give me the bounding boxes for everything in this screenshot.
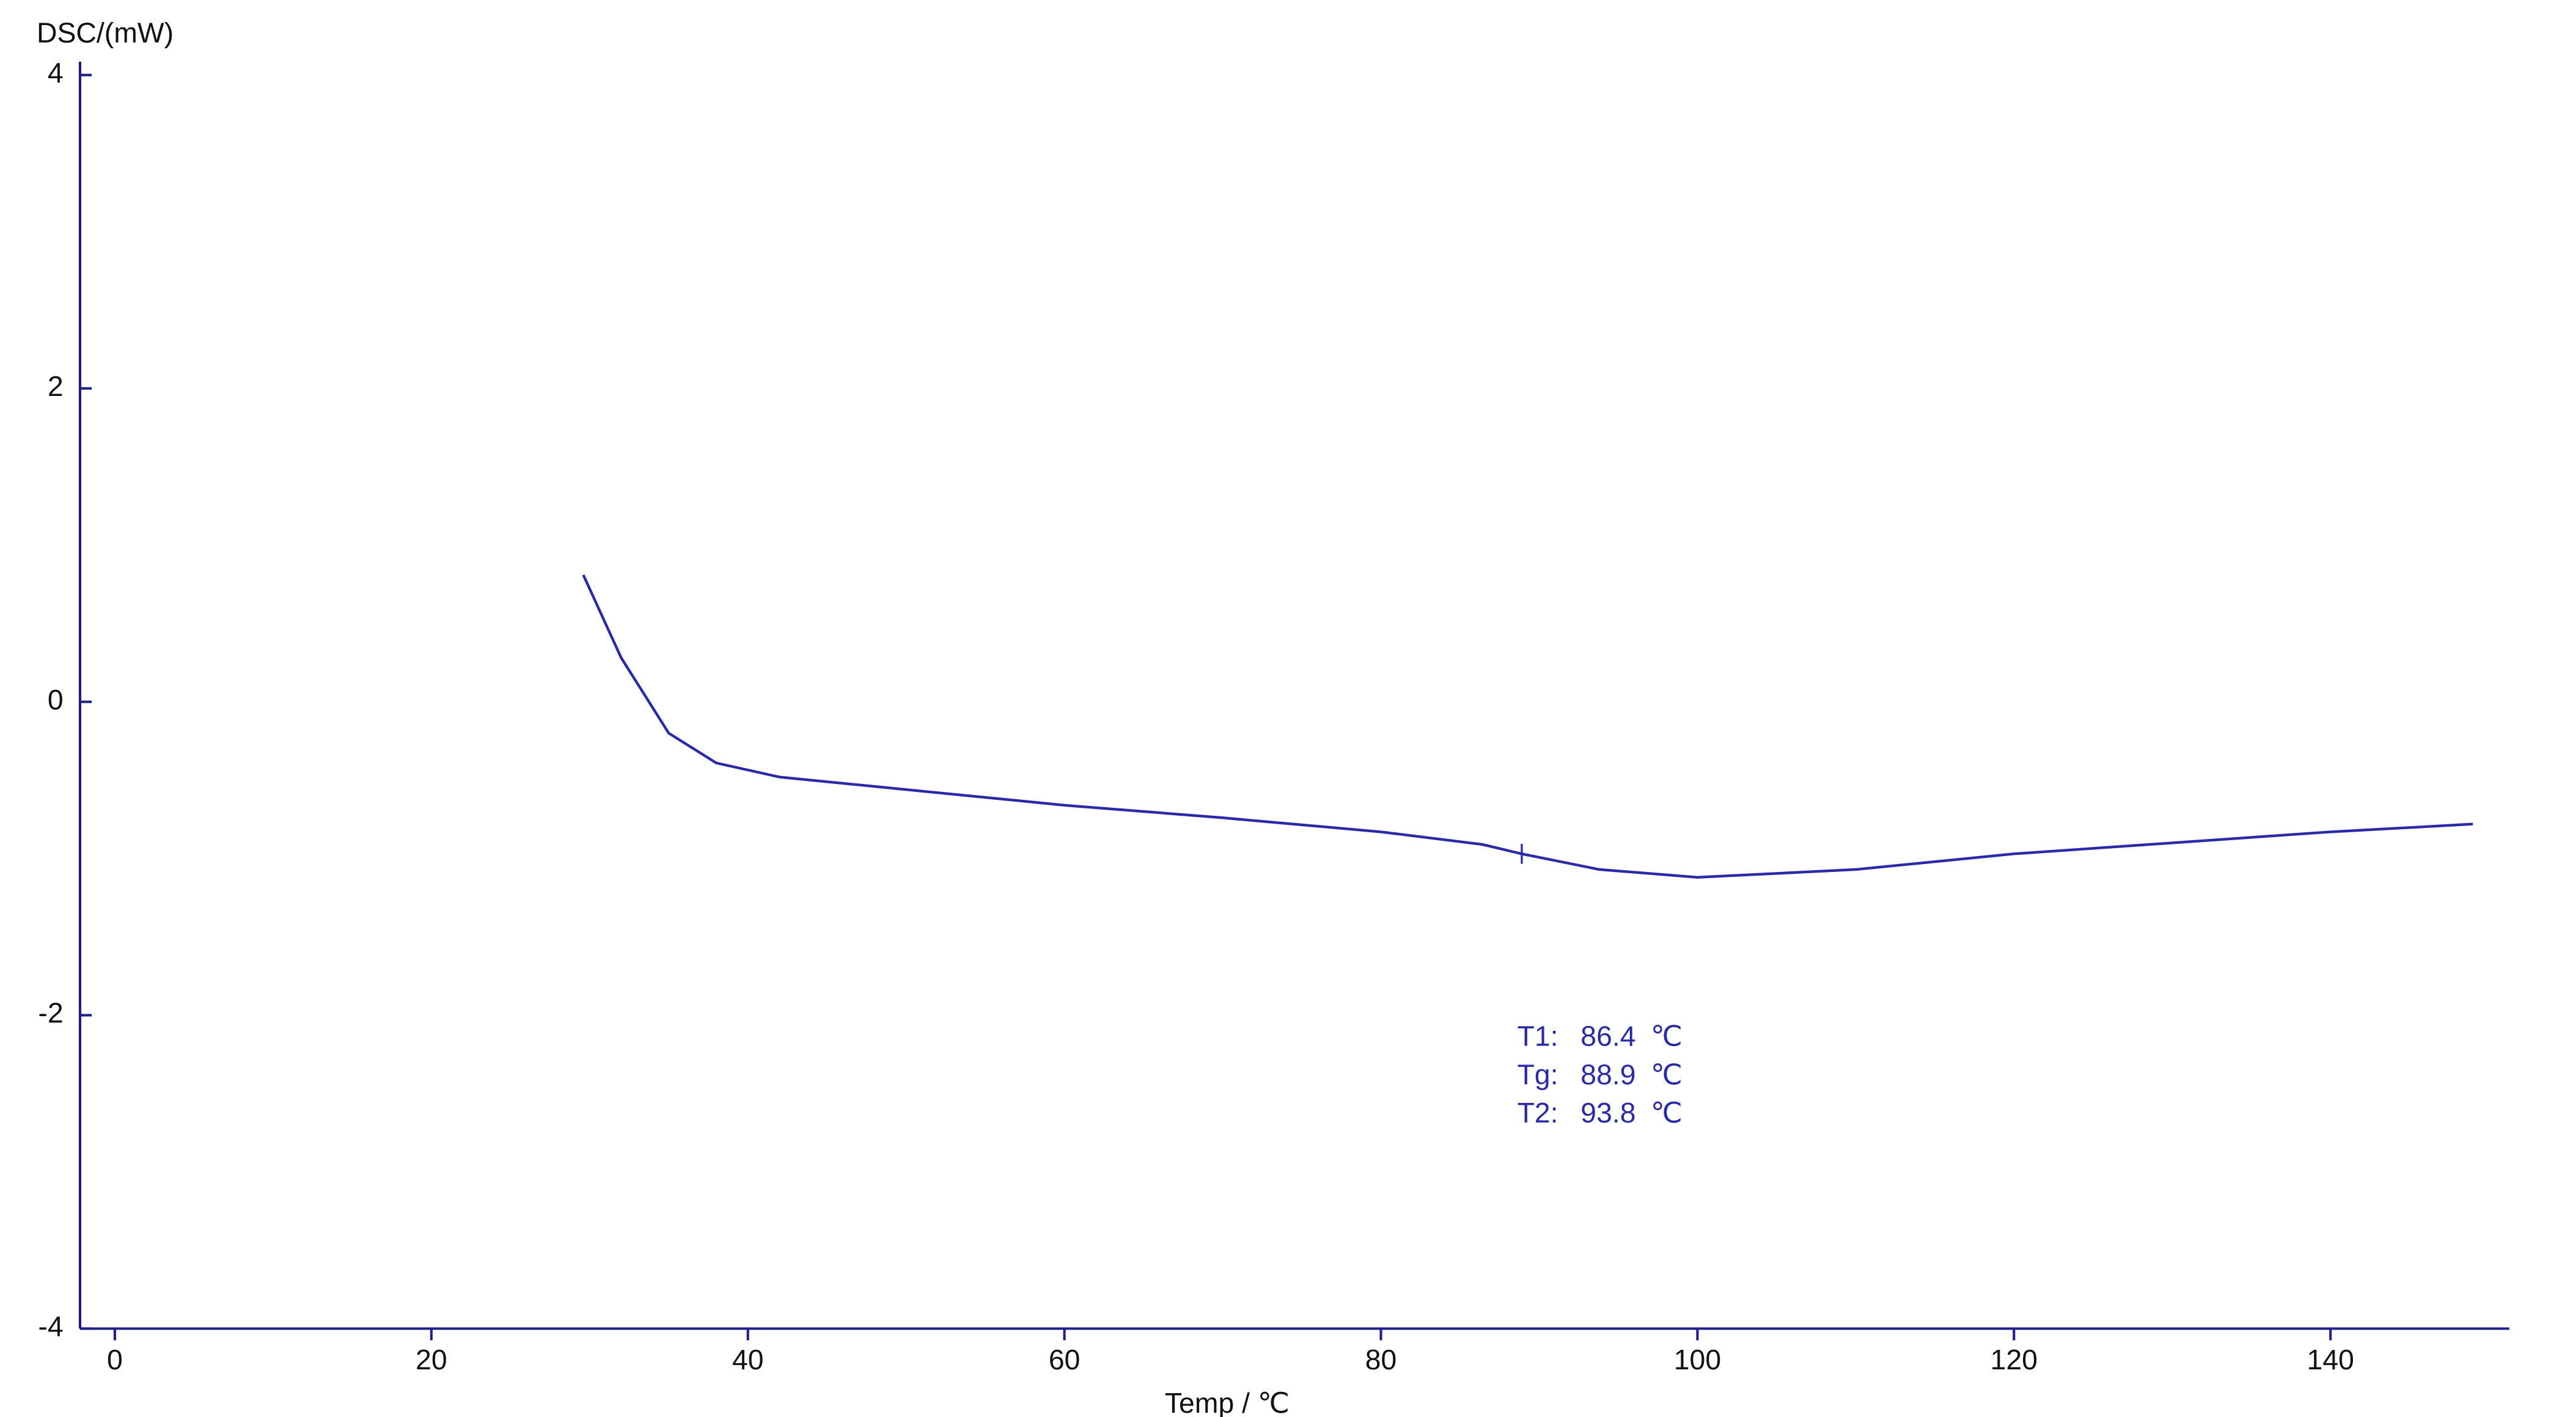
y-tick-label: 4: [48, 57, 64, 89]
annotation: T2: 93.8 ℃: [1517, 1097, 1682, 1129]
annotation-label: T2:: [1517, 1097, 1558, 1129]
annotation-value: 86.4: [1580, 1020, 1635, 1052]
y-tick-label: 2: [48, 370, 64, 402]
x-axis-label: Temp / ℃: [1165, 1387, 1290, 1417]
annotation-unit: ℃: [1651, 1097, 1682, 1129]
x-tick-label: 0: [107, 1344, 123, 1375]
x-tick-label: 40: [732, 1344, 764, 1375]
annotation-value: 93.8: [1580, 1097, 1635, 1129]
annotation-label: Tg:: [1517, 1059, 1558, 1091]
annotation-value: 88.9: [1580, 1059, 1635, 1091]
annotation-unit: ℃: [1651, 1059, 1682, 1091]
x-tick-label: 20: [416, 1344, 447, 1375]
line: [582, 574, 2473, 879]
x-tick-label: 100: [1674, 1344, 1721, 1375]
y-axis-label: DSC/(mW): [37, 17, 174, 49]
y-tick-label: -4: [38, 1311, 63, 1342]
x-tick-label: 60: [1049, 1344, 1081, 1375]
y-tick-label: -2: [38, 997, 63, 1029]
annotation-unit: ℃: [1651, 1020, 1682, 1052]
y-tick-label: 0: [48, 684, 64, 716]
annotation: Tg: 88.9 ℃: [1517, 1059, 1682, 1091]
x-tick-label: 80: [1365, 1344, 1397, 1375]
annotation-label: T1:: [1517, 1020, 1558, 1052]
x-tick-label: 120: [1991, 1344, 2038, 1375]
x-tick-label: 140: [2307, 1344, 2354, 1375]
annotation: T1: 86.4 ℃: [1517, 1020, 1682, 1052]
